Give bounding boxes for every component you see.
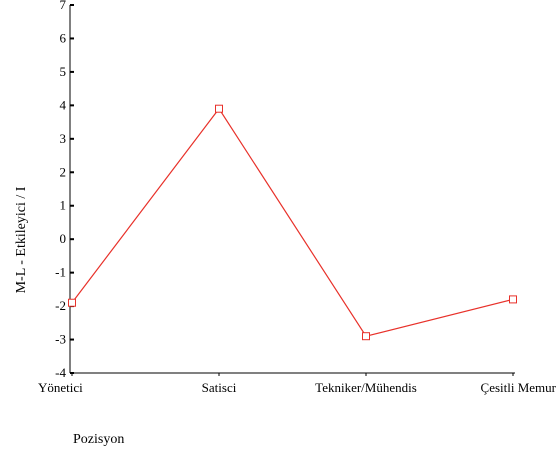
y-tick-label: -4 [55,365,66,380]
series-line [71,107,514,337]
x-ticks: Yönetici Satisci Tekniker/Mühendis Çesitli … [38,373,557,395]
x-tick-label: Satisci [202,380,237,395]
x-tick-label: Çesitli Memur [481,380,557,395]
x-axis-title: Pozisyon [73,432,124,447]
y-axis-title: M-L - Etkileyici / I [14,186,29,293]
axes [69,5,515,374]
data-point-1 [215,104,223,113]
data-point-2 [362,332,370,341]
y-tick-label: 2 [60,164,67,179]
y-tick-label: 1 [60,198,67,213]
y-tick-label: 0 [60,231,67,246]
y-tick-label: 6 [60,30,67,45]
y-tick-label: 4 [60,97,67,112]
y-tick-label: 7 [60,0,67,12]
x-tick-label: Yönetici [38,380,83,395]
y-tick-label: 3 [60,131,67,146]
data-point-0 [68,298,76,307]
x-tick-label: Tekniker/Mühendis [315,380,417,395]
data-point-3 [509,295,517,304]
y-tick-label: 5 [60,64,67,79]
y-tick-label: -3 [55,332,66,347]
y-tick-label: -1 [55,265,66,280]
y-ticks: -4 -3 -2 -1 0 1 2 3 4 5 6 7 [55,0,74,380]
y-tick-label: -2 [55,298,66,313]
series [68,104,517,341]
